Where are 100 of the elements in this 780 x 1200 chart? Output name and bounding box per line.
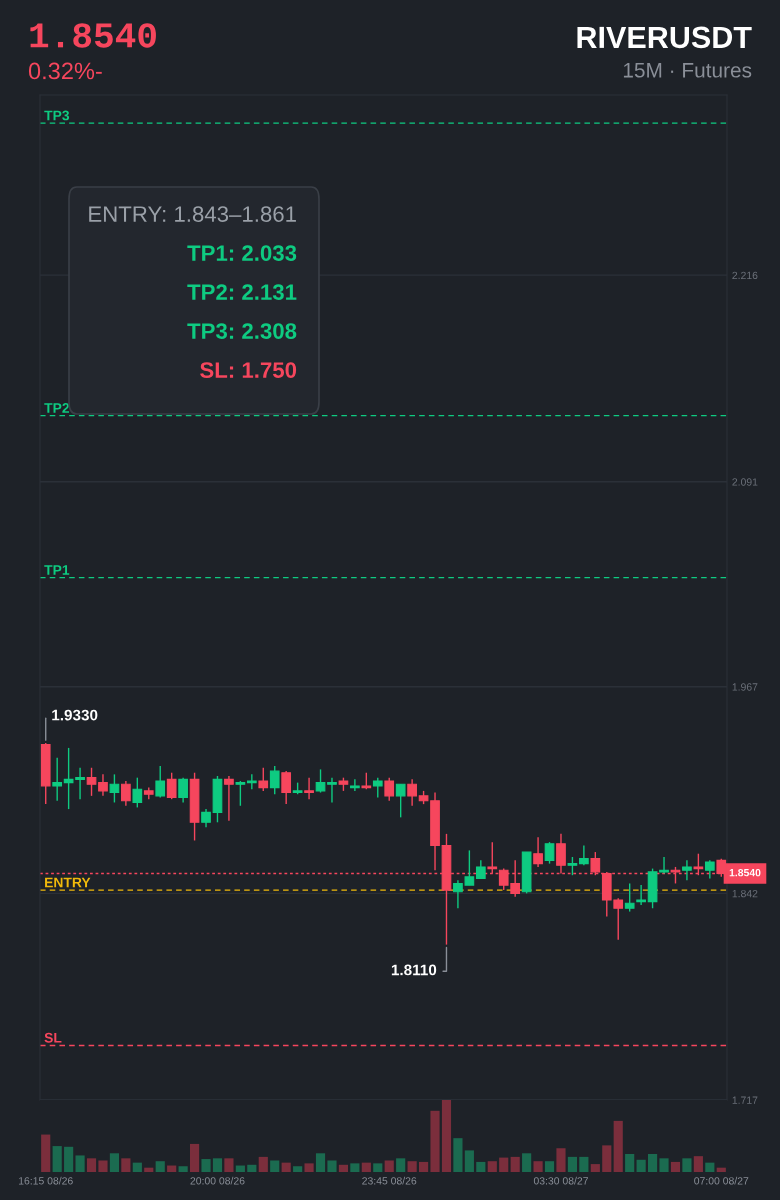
candlestick [246, 773, 257, 790]
candlestick [166, 772, 177, 800]
bar [224, 1158, 234, 1172]
bar [247, 1164, 257, 1172]
bar [682, 1158, 692, 1172]
y-tick-label: 1.967 [732, 683, 758, 691]
bar [315, 1153, 326, 1172]
chart-title: RIVERUSDT [577, 26, 752, 49]
candlestick [178, 776, 188, 804]
ref-line-label: TP2 [44, 403, 70, 413]
candlestick [395, 783, 406, 819]
ref-line-label: TP3 [44, 110, 70, 121]
bar [235, 1165, 245, 1172]
candlestick [52, 757, 63, 802]
candlestick [304, 776, 314, 800]
bar [350, 1163, 360, 1172]
candlestick [327, 776, 337, 804]
candlestick [567, 856, 578, 876]
text: 0.32%- [28, 62, 102, 80]
candlestick [258, 767, 269, 792]
bar [178, 1166, 188, 1172]
candlestick [98, 773, 108, 797]
bar [396, 1158, 406, 1172]
bar [613, 1120, 623, 1172]
bar [86, 1158, 97, 1172]
bar [419, 1161, 429, 1172]
bar [132, 1162, 142, 1172]
candlestick [624, 882, 635, 913]
bar [41, 1134, 51, 1172]
bar [270, 1160, 280, 1172]
bar [361, 1162, 371, 1172]
x-tick-label: 16:15 08/26 [19, 1176, 73, 1185]
bar [590, 1164, 600, 1172]
bar [716, 1167, 726, 1172]
chart-subtitle: 15M · Futures [623, 63, 752, 78]
annotation: 1.8110 [391, 964, 437, 976]
ref-line-label: ENTRY [45, 877, 91, 888]
bar [510, 1156, 520, 1172]
y-tick-label: 1.842 [732, 889, 758, 898]
bar [476, 1161, 486, 1172]
x-tick-label: 07:00 08/27 [694, 1176, 749, 1185]
bar [258, 1156, 268, 1172]
bar [327, 1160, 337, 1172]
annotation: TP2: 2.131 [187, 284, 297, 300]
x-tick-label: 03:30 08/27 [533, 1176, 588, 1185]
bar [693, 1156, 703, 1172]
ref-line-label: SL [44, 1032, 62, 1043]
y-tick-label: 2.091 [732, 478, 758, 486]
candlestick [201, 808, 211, 828]
candlestick [704, 859, 715, 880]
candlestick [384, 776, 395, 802]
candlestick [224, 775, 234, 822]
bar [659, 1158, 669, 1172]
candlestick [407, 778, 417, 807]
bar [167, 1165, 177, 1172]
ref-line-label: TP1 [44, 565, 70, 575]
bar [407, 1161, 417, 1172]
bar [52, 1146, 62, 1172]
bar [98, 1160, 108, 1172]
bar [544, 1161, 555, 1172]
bar [522, 1153, 532, 1172]
x-tick-label: 23:45 08/26 [362, 1176, 417, 1185]
bar [75, 1155, 85, 1172]
candlestick [86, 767, 97, 797]
candlestick [350, 778, 360, 792]
annotation: SL: 1.750 [200, 362, 297, 378]
y-tick-label: 1.717 [732, 1096, 758, 1104]
text: 1.8540 [30, 23, 156, 48]
candlestick [682, 859, 692, 881]
bar [579, 1156, 589, 1172]
bar [453, 1138, 463, 1172]
candlestick [544, 841, 555, 865]
bar [338, 1164, 349, 1172]
bar [556, 1148, 566, 1172]
annotation: TP1: 2.033 [187, 245, 297, 261]
bar [201, 1159, 211, 1172]
bar [373, 1163, 383, 1172]
candlestick [372, 776, 383, 799]
bar [190, 1143, 200, 1172]
bar [441, 1100, 452, 1172]
bar [636, 1159, 646, 1172]
y-tick-label: 2.216 [732, 271, 758, 280]
candlestick [579, 844, 589, 866]
candlestick [269, 765, 280, 795]
bar [487, 1161, 497, 1172]
bar [293, 1166, 303, 1172]
bar [121, 1158, 131, 1172]
bar [109, 1153, 120, 1172]
annotation: ENTRY: 1.843–1.861 [89, 206, 296, 222]
candlestick [315, 768, 326, 794]
annotation: TP3: 2.308 [187, 323, 297, 339]
candlestick [235, 780, 246, 807]
bar [281, 1162, 291, 1172]
bar [499, 1157, 509, 1172]
bar [625, 1154, 635, 1172]
x-tick-label: 20:00 08/26 [190, 1176, 245, 1185]
bar [648, 1154, 658, 1172]
candlestick [281, 770, 292, 805]
candlestick [475, 859, 486, 880]
candlestick [109, 773, 120, 804]
